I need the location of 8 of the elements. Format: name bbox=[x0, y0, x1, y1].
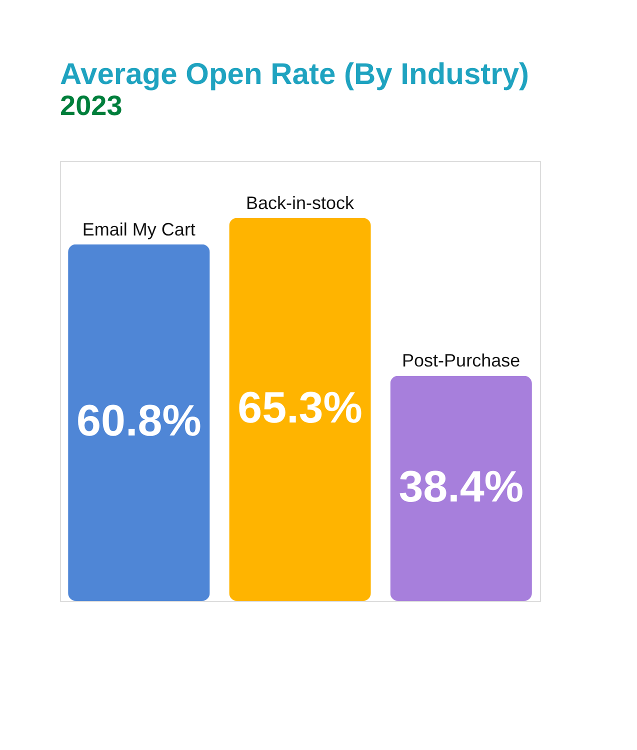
x-tick-label: Back-in-stock bbox=[246, 192, 356, 213]
x-tick-label: Post-Purchase bbox=[402, 350, 520, 371]
data-label: 65.3% bbox=[238, 383, 362, 432]
x-tick-label: Email My Cart bbox=[82, 219, 196, 240]
data-label: 60.8% bbox=[76, 396, 202, 446]
chart-subtitle: 2023 bbox=[60, 90, 122, 121]
data-label: 38.4% bbox=[398, 462, 524, 512]
chart-title: Average Open Rate (By Industry) bbox=[60, 58, 529, 91]
